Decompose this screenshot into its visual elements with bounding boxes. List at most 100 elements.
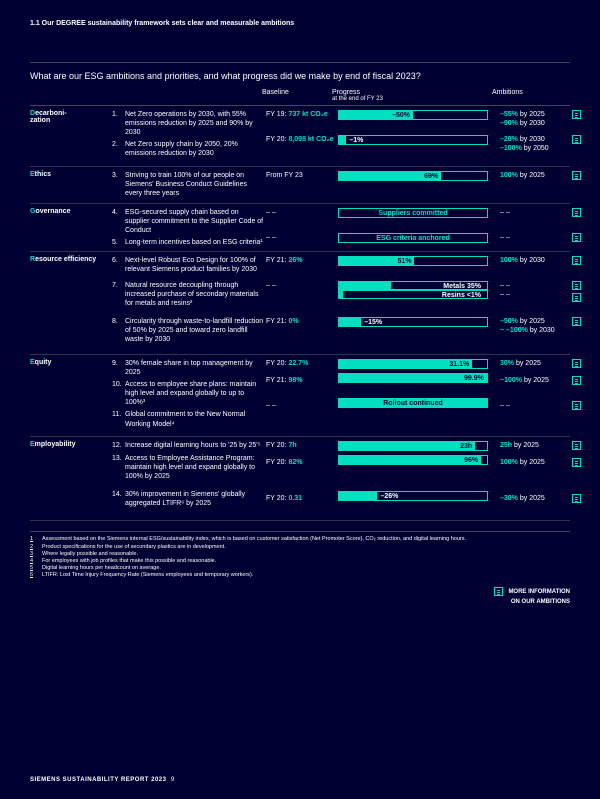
- ambition-target: – –: [500, 233, 570, 247]
- ambition-item: 8.Circularity through waste-to-landfill …: [112, 317, 264, 350]
- progress-bar: –15%: [338, 317, 488, 327]
- baseline-value: FY 19: 737 kt CO₂e: [266, 110, 336, 132]
- progress-cell: –15%: [338, 317, 498, 350]
- info-icon[interactable]: [572, 293, 581, 302]
- info-icon[interactable]: [572, 281, 581, 290]
- footnote: 5Digital learning hours per headcount on…: [30, 565, 570, 572]
- more-info-icon: [494, 587, 503, 596]
- progress-cell: Metals 35% Resins <1%: [338, 281, 498, 314]
- more-info-line1: MORE INFORMATION: [508, 589, 570, 595]
- category-row: Ethics 3.Striving to train 100% of our p…: [30, 171, 570, 203]
- footnote: 4For employees with job profiles that ma…: [30, 558, 570, 565]
- col-progress-sub: at the end of FY 23: [332, 96, 492, 102]
- section-header: 1.1 Our DEGREE sustainability framework …: [30, 20, 570, 27]
- baseline-value: – –: [266, 281, 336, 314]
- progress-cell: 31.1%: [338, 359, 498, 370]
- ambition-item: 7.Natural resource decoupling through in…: [112, 281, 264, 314]
- info-icon[interactable]: [572, 135, 581, 144]
- ambition-item: 4.ESG-secured supply chain based on supp…: [112, 208, 264, 235]
- progress-cell: 51%: [338, 256, 498, 278]
- ambition-target: –20% by 2030–100% by 2050: [500, 135, 570, 157]
- ambition-target: –50% by 2025~ –100% by 2030: [500, 317, 570, 350]
- info-icon[interactable]: [572, 208, 581, 217]
- more-info-link[interactable]: MORE INFORMATION ON OUR AMBITIONS: [30, 587, 570, 607]
- progress-bar: Resins <1%: [338, 290, 488, 299]
- category-name: Resource efficiency: [30, 256, 110, 350]
- progress-cell: Suppliers committed: [338, 208, 498, 230]
- category-name: Employability: [30, 441, 110, 516]
- ambition-target: – –: [500, 208, 570, 230]
- progress-bar: 23h: [338, 441, 488, 451]
- baseline-value: FY 20: 82%: [266, 458, 336, 491]
- category-row: Governance 4.ESG-secured supply chain ba…: [30, 208, 570, 252]
- ambition-target: 25h by 2025: [500, 441, 570, 455]
- category-name: Governance: [30, 208, 110, 247]
- baseline-value: FY 21: 0%: [266, 317, 336, 350]
- progress-cell: 99.9%: [338, 373, 498, 395]
- info-icon[interactable]: [572, 110, 581, 119]
- progress-cell: 96%: [338, 455, 498, 488]
- info-icon[interactable]: [572, 494, 581, 503]
- progress-text: ESG criteria anchored: [338, 233, 488, 243]
- ambition-item: 3.Striving to train 100% of our people o…: [112, 171, 264, 198]
- baseline-value: FY 21: 98%: [266, 376, 336, 398]
- info-icon[interactable]: [572, 256, 581, 265]
- ambition-item: 11.Global commitment to the New Normal W…: [112, 410, 264, 432]
- category-row: Employability 12.Increase digital learni…: [30, 441, 570, 521]
- baseline-value: – –: [266, 233, 336, 247]
- baseline-value: FY 20: 7h: [266, 441, 336, 455]
- ambition-item: 9.30% female share in top management by …: [112, 359, 264, 377]
- info-icon[interactable]: [572, 317, 581, 326]
- progress-bar: –50%: [338, 110, 488, 120]
- col-ambitions: Ambitions: [492, 89, 562, 102]
- category-name: Ethics: [30, 171, 110, 198]
- baseline-value: – –: [266, 401, 336, 423]
- footnote: 6LTIFR: Lost Time Injury Frequency Rate …: [30, 572, 570, 579]
- progress-bar: Metals 35%: [338, 281, 488, 290]
- info-icon[interactable]: [572, 441, 581, 450]
- col-progress: Progress: [332, 89, 492, 96]
- info-icon[interactable]: [572, 401, 581, 410]
- progress-bar: 96%: [338, 455, 488, 465]
- info-icon[interactable]: [572, 171, 581, 180]
- ambition-target: –30% by 2025: [500, 494, 570, 516]
- footnotes: 1Assessment based on the Siemens interna…: [30, 531, 570, 579]
- progress-cell: –26%: [338, 491, 498, 513]
- ambition-item: 13.Access to Employee Assistance Program…: [112, 454, 264, 487]
- progress-bar: 69%: [338, 171, 488, 181]
- baseline-value: FY 20: 22.7%: [266, 359, 336, 373]
- progress-cell: Rollout continued: [338, 398, 498, 420]
- progress-text: Rollout continued: [338, 398, 488, 408]
- ambition-target: –55% by 2025–90% by 2030: [500, 110, 570, 132]
- progress-bar: –1%: [338, 135, 488, 145]
- ambition-target: – –: [500, 401, 570, 423]
- info-icon[interactable]: [572, 233, 581, 242]
- footnote: 3Where legally possible and reasonable.: [30, 551, 570, 558]
- info-icon[interactable]: [572, 359, 581, 368]
- info-icon[interactable]: [572, 458, 581, 467]
- category-name: Equity: [30, 359, 110, 432]
- footnote: 1Assessment based on the Siemens interna…: [30, 536, 570, 543]
- progress-cell: ESG criteria anchored: [338, 233, 498, 244]
- ambition-item: 5.Long-term incentives based on ESG crit…: [112, 238, 264, 247]
- ambition-target: – –– –: [500, 281, 570, 314]
- ambition-item: 10.Access to employee share plans: maint…: [112, 380, 264, 407]
- category-name: Decarboni-zation: [30, 110, 110, 162]
- col-baseline: Baseline: [262, 89, 332, 102]
- baseline-value: FY 20: 0.31: [266, 494, 336, 516]
- progress-text: Suppliers committed: [338, 208, 488, 218]
- baseline-value: – –: [266, 208, 336, 230]
- progress-cell: –50%: [338, 110, 498, 132]
- progress-bar: 99.9%: [338, 373, 488, 383]
- baseline-value: FY 21: 26%: [266, 256, 336, 278]
- baseline-value: From FY 23: [266, 171, 336, 193]
- more-info-line2: ON OUR AMBITIONS: [511, 599, 570, 605]
- ambition-target: 100% by 2025: [500, 458, 570, 491]
- page-question: What are our ESG ambitions and prioritie…: [30, 62, 570, 81]
- info-icon[interactable]: [572, 376, 581, 385]
- ambition-item: 1.Net Zero operations by 2030, with 55% …: [112, 110, 264, 137]
- ambition-item: 2.Net Zero supply chain by 2050, 20% emi…: [112, 140, 264, 162]
- page-footer: SIEMENS SUSTAINABILITY REPORT 2023 9: [30, 777, 175, 783]
- category-row: Decarboni-zation 1.Net Zero operations b…: [30, 110, 570, 167]
- table-header-row: Baseline Progress at the end of FY 23 Am…: [30, 89, 570, 106]
